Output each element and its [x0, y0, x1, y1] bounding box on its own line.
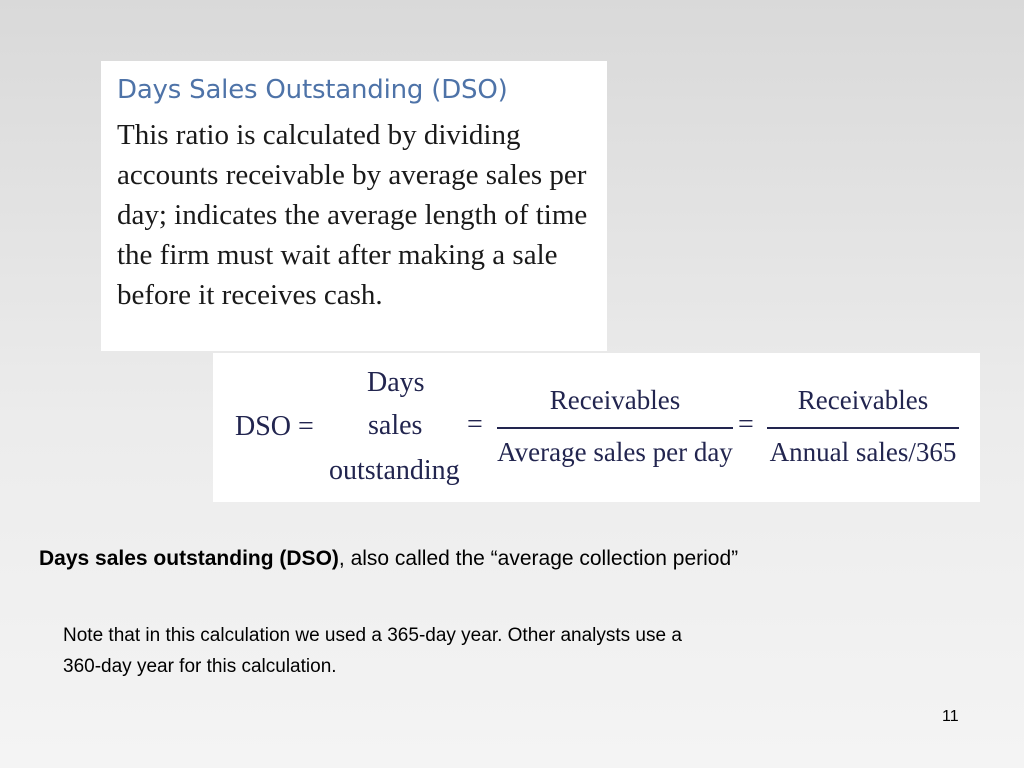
slide-note: Note that in this calculation we used a … — [63, 620, 923, 682]
formula-term-line1: Days — [367, 367, 425, 398]
formula-box: DSO = Days sales outstanding = Receivabl… — [213, 353, 980, 502]
fraction1-bar — [497, 427, 733, 429]
formula-term-line2: sales — [368, 410, 423, 441]
fraction2-denominator: Annual sales/365 — [769, 437, 957, 467]
note-line-2: 360-day year for this calculation. — [63, 656, 337, 677]
caption-description: , also called the “average collection pe… — [338, 547, 739, 570]
definition-title: Days Sales Outstanding (DSO) — [117, 75, 508, 105]
formula-term-line3: outstanding — [329, 455, 460, 486]
formula-equals-2: = — [738, 409, 754, 440]
definition-box: Days Sales Outstanding (DSO) This ratio … — [101, 61, 607, 351]
note-line-1: Note that in this calculation we used a … — [63, 625, 682, 646]
page-number: 11 — [942, 708, 959, 725]
fraction1-numerator: Receivables — [549, 385, 681, 415]
fraction2-bar — [767, 427, 959, 429]
fraction2-numerator: Receivables — [797, 385, 929, 415]
caption-term: Days sales outstanding (DSO) — [39, 547, 339, 570]
fraction1-denominator: Average sales per day — [497, 437, 733, 467]
formula-equals-1: = — [467, 409, 483, 440]
definition-text: This ratio is calculated by dividing acc… — [117, 119, 588, 311]
formula-lhs: DSO = — [235, 411, 314, 442]
slide-caption: Days sales outstanding (DSO), also calle… — [39, 547, 738, 571]
